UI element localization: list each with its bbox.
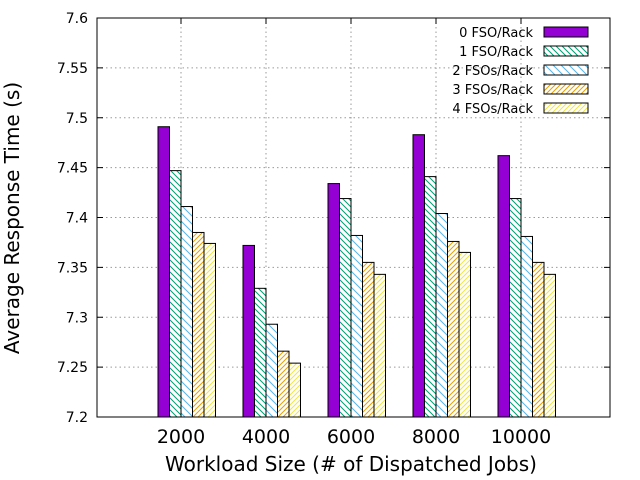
y-tick-label: 7.3 — [66, 310, 88, 326]
legend-item: 3 FSOs/Rack — [452, 83, 589, 98]
bar-1-fso-rack-4000 — [254, 287, 267, 418]
legend-swatch — [543, 102, 589, 114]
legend-swatch — [543, 64, 589, 76]
bar-3-fsos-rack-10000 — [532, 261, 545, 418]
legend-swatch — [543, 83, 589, 95]
bar-0-fso-rack-6000 — [327, 183, 340, 418]
y-tick-label: 7.6 — [66, 11, 88, 27]
bar-2-fsos-rack-8000 — [435, 213, 448, 418]
legend: 0 FSO/Rack 1 FSO/Rack 2 FSOs/Rack 3 FSOs/Ra… — [452, 26, 589, 117]
bar-2-fsos-rack-4000 — [265, 323, 278, 418]
x-tick-label: 8000 — [412, 426, 460, 448]
legend-item: 1 FSO/Rack — [459, 45, 589, 60]
bar-4-fsos-rack-8000 — [458, 251, 471, 418]
bar-2-fsos-rack-6000 — [350, 234, 363, 418]
y-tick-label: 7.55 — [57, 61, 88, 77]
bar-0-fso-rack-10000 — [497, 155, 510, 418]
legend-swatch — [543, 26, 589, 38]
bar-3-fsos-rack-4000 — [277, 350, 290, 418]
bar-1-fso-rack-8000 — [424, 176, 437, 418]
bar-2-fsos-rack-2000 — [180, 206, 193, 418]
bar-3-fsos-rack-6000 — [362, 261, 375, 418]
y-tick-label: 7.35 — [57, 260, 88, 276]
legend-swatch — [543, 45, 589, 57]
legend-label: 1 FSO/Rack — [459, 45, 533, 60]
x-tick-label: 6000 — [327, 426, 375, 448]
bar-1-fso-rack-2000 — [169, 170, 182, 418]
legend-item: 4 FSOs/Rack — [452, 102, 589, 117]
bar-3-fsos-rack-8000 — [447, 240, 460, 418]
bar-4-fsos-rack-4000 — [288, 362, 301, 418]
x-axis-label: Workload Size (# of Dispatched Jobs) — [165, 452, 537, 476]
x-tick-label: 4000 — [242, 426, 290, 448]
bar-4-fsos-rack-6000 — [373, 273, 386, 418]
y-tick-label: 7.5 — [66, 111, 88, 127]
axis-ticks: 7.2 7.25 7.3 7.35 7.4 7.45 7.5 7.55 7.6 2000 4000 6… — [57, 11, 610, 448]
legend-label: 4 FSOs/Rack — [452, 102, 533, 117]
bar-0-fso-rack-4000 — [242, 244, 255, 418]
bar-1-fso-rack-10000 — [509, 198, 522, 418]
legend-label: 3 FSOs/Rack — [452, 83, 533, 98]
bar-4-fsos-rack-10000 — [543, 273, 556, 418]
legend-item: 2 FSOs/Rack — [452, 64, 589, 79]
y-tick-label: 7.25 — [57, 360, 88, 376]
bar-4-fsos-rack-2000 — [203, 242, 216, 418]
y-axis-label: Average Response Time (s) — [0, 82, 24, 354]
legend-item: 0 FSO/Rack — [459, 26, 589, 41]
bar-3-fsos-rack-2000 — [192, 231, 205, 418]
y-tick-label: 7.4 — [66, 211, 88, 227]
legend-label: 0 FSO/Rack — [459, 26, 533, 41]
legend-label: 2 FSOs/Rack — [452, 64, 533, 79]
x-tick-label: 2000 — [157, 426, 205, 448]
y-tick-label: 7.45 — [57, 161, 88, 177]
bar-0-fso-rack-8000 — [412, 134, 425, 418]
bar-2-fsos-rack-10000 — [520, 235, 533, 418]
bars — [157, 126, 556, 418]
bar-1-fso-rack-6000 — [339, 198, 352, 418]
y-tick-label: 7.2 — [66, 410, 88, 426]
bar-0-fso-rack-2000 — [157, 126, 170, 418]
x-tick-label: 10000 — [491, 426, 551, 448]
